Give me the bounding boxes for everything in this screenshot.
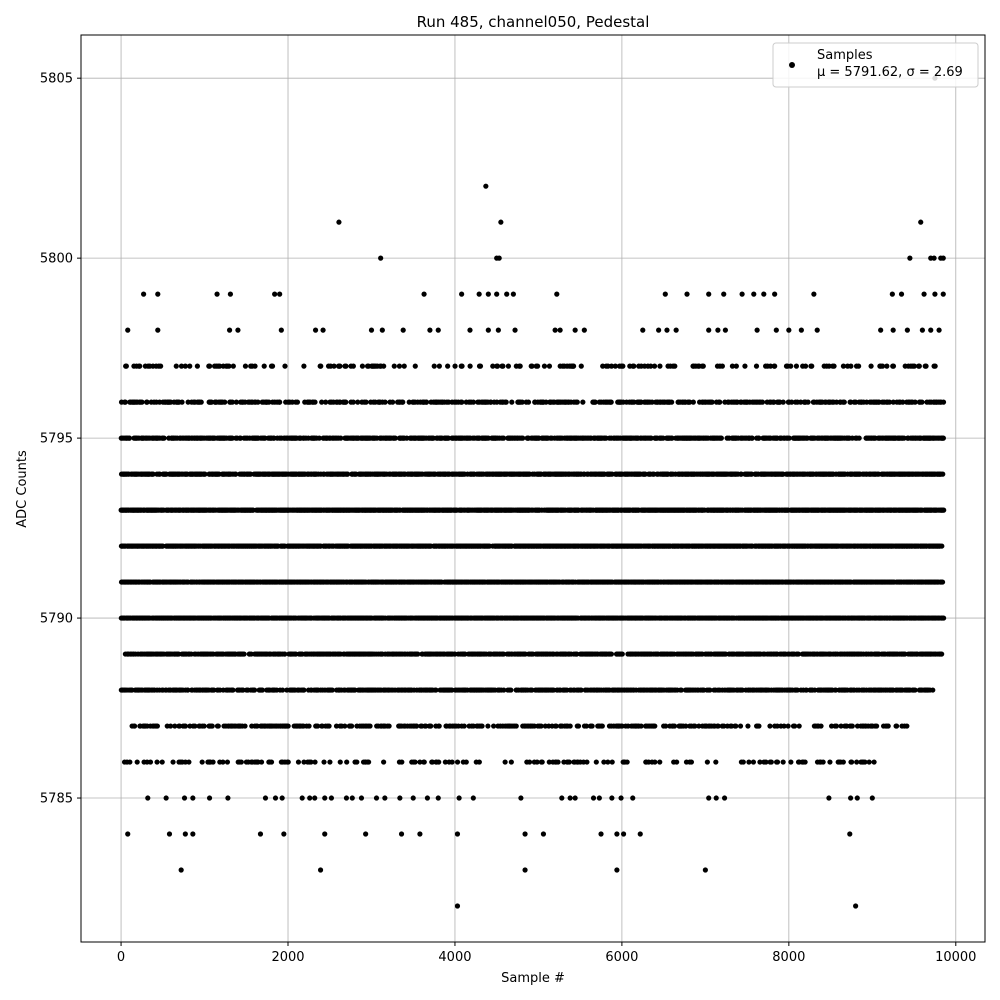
data-point: [939, 579, 946, 585]
data-point: [608, 651, 615, 657]
data-point: [939, 651, 945, 657]
data-points: [118, 75, 947, 909]
data-point: [940, 471, 946, 477]
data-point: [941, 615, 947, 621]
data-point: [619, 651, 625, 657]
data-point: [939, 543, 945, 549]
data-point: [252, 687, 258, 693]
data-point: [941, 507, 947, 513]
data-point: [241, 651, 247, 657]
data-point: [230, 687, 236, 693]
